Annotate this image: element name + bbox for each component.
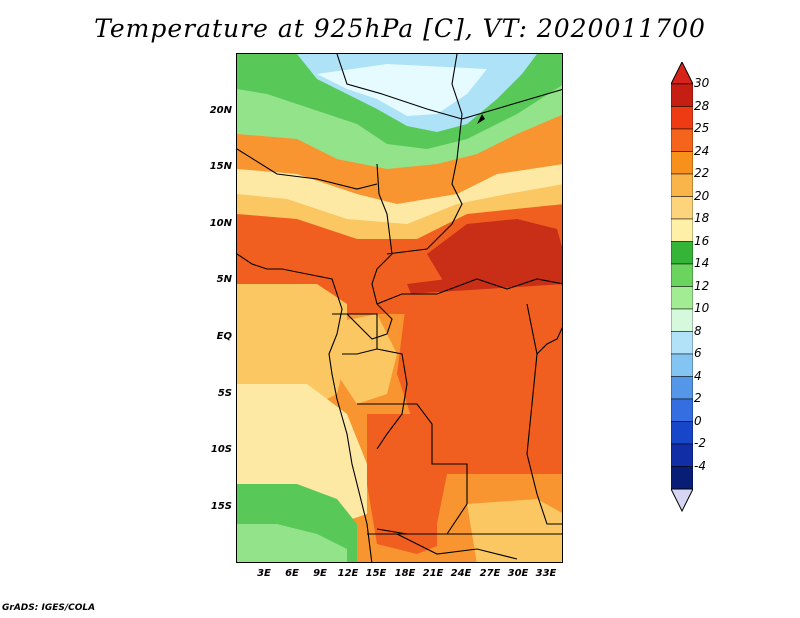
colorbar-segment xyxy=(671,421,693,445)
lon-label-18e: 18E xyxy=(394,568,416,579)
colorbar-segment xyxy=(671,308,693,332)
colorbar-segment xyxy=(671,398,693,422)
border-chad-sudan xyxy=(386,54,463,255)
colorbar-label: 2 xyxy=(694,391,702,405)
colorbar-label: 20 xyxy=(694,188,710,203)
lat-label-eq: EQ xyxy=(216,331,232,342)
colorbar-segment xyxy=(671,173,693,197)
colorbar-segment xyxy=(671,196,693,220)
colorbar-label: 30 xyxy=(694,76,710,90)
colorbar-label: 0 xyxy=(694,413,702,428)
colorbar-label: 25 xyxy=(694,121,710,135)
lat-label-20n: 20N xyxy=(209,105,232,116)
west-coast-light-orange xyxy=(237,284,347,414)
colorbar-label: 16 xyxy=(694,233,710,248)
colorbar-label: 10 xyxy=(694,301,710,315)
colorbar-bottom-arrow xyxy=(671,488,693,513)
lat-label-5n: 5N xyxy=(216,274,232,285)
colorbar-segment xyxy=(671,218,693,242)
temperature-field xyxy=(237,54,562,562)
colorbar-label: 4 xyxy=(694,368,702,383)
north-cold-core xyxy=(317,64,487,116)
colorbar-segment xyxy=(671,331,693,355)
lon-label-12e: 12E xyxy=(337,568,359,579)
colorbar-segment xyxy=(671,241,693,265)
colorbar-label: 18 xyxy=(694,211,710,225)
lat-label-15n: 15N xyxy=(209,161,232,172)
border-egypt xyxy=(461,89,562,120)
border-uganda xyxy=(536,326,562,355)
border-congo xyxy=(376,348,408,450)
colorbar-label: 8 xyxy=(694,323,702,338)
lon-label-30e: 30E xyxy=(507,568,529,579)
colorbar-label: 14 xyxy=(694,256,710,270)
lat-label-5s: 5S xyxy=(217,388,232,399)
colorbar-label: 12 xyxy=(694,278,710,293)
colorbar-segment xyxy=(671,286,693,310)
lake-marker-1 xyxy=(477,114,485,124)
atlantic-coastline xyxy=(237,253,373,562)
temperature-map[interactable] xyxy=(236,53,563,563)
border-gabon xyxy=(332,313,378,355)
grads-credit: GrADS: IGES/COLA xyxy=(2,603,96,613)
colorbar-segment xyxy=(671,151,693,175)
colorbar-segment xyxy=(671,376,693,400)
border-libya xyxy=(336,54,463,120)
lon-label-27e: 27E xyxy=(479,568,501,579)
lat-label-10s: 10S xyxy=(210,444,232,455)
colorbar xyxy=(671,62,693,513)
chart-title: Temperature at 925hPa [C], VT: 202001170… xyxy=(94,14,706,43)
lat-label-15s: 15S xyxy=(210,501,232,512)
lon-label-9e: 9E xyxy=(313,568,327,579)
colorbar-segment xyxy=(671,128,693,152)
lat-label-10n: 10N xyxy=(209,218,232,229)
colorbar-label: 6 xyxy=(694,346,702,360)
southwest-light-green xyxy=(237,524,347,562)
border-cameroon-chad xyxy=(346,163,393,340)
border-zambezi xyxy=(396,533,518,560)
colorbar-label: 24 xyxy=(694,143,710,158)
border-north-1 xyxy=(237,148,378,190)
southeast-light-orange xyxy=(467,499,562,562)
lon-label-33e: 33E xyxy=(535,568,557,579)
lon-label-21e: 21E xyxy=(422,568,444,579)
lon-label-15e: 15E xyxy=(365,568,387,579)
lon-label-24e: 24E xyxy=(450,568,472,579)
colorbar-label: -2 xyxy=(694,436,706,450)
colorbar-segment xyxy=(671,106,693,130)
colorbar-top-arrow xyxy=(671,62,693,85)
border-car-south xyxy=(376,278,562,305)
colorbar-label: 22 xyxy=(694,166,710,180)
colorbar-segment xyxy=(671,83,693,107)
colorbar-segment xyxy=(671,443,693,467)
colorbar-segment xyxy=(671,263,693,287)
colorbar-label: -4 xyxy=(694,458,706,473)
colorbar-segment xyxy=(671,466,693,490)
colorbar-segment xyxy=(671,353,693,377)
lon-label-3e: 3E xyxy=(257,568,271,579)
colorbar-label: 28 xyxy=(694,98,710,113)
lon-label-6e: 6E xyxy=(285,568,299,579)
